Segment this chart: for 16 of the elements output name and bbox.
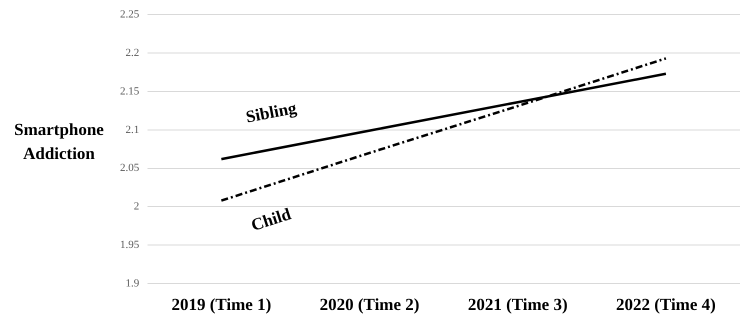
y-tick-label: 2.15 xyxy=(120,85,140,98)
y-tick-label: 2.2 xyxy=(126,46,140,59)
x-tick-label: 2022 (Time 4) xyxy=(616,295,716,314)
text: Sibling xyxy=(244,98,298,127)
text: Child xyxy=(248,204,294,235)
y-tick-label: 2 xyxy=(134,200,140,213)
x-tick-label: 2020 (Time 2) xyxy=(320,295,420,314)
line-series xyxy=(220,57,668,202)
y-tick-label: 2.25 xyxy=(120,8,140,20)
y-tick-label: 1.95 xyxy=(120,239,140,252)
y-tick-label: 2.05 xyxy=(120,162,140,174)
x-tick-label: 2021 (Time 3) xyxy=(468,295,568,314)
y-axis-title: Smartphone Addiction xyxy=(13,119,105,165)
y-tick-label: 1.9 xyxy=(126,277,140,290)
y-tick-label: 2.1 xyxy=(126,124,140,136)
x-tick-label: 2019 (Time 1) xyxy=(171,295,272,314)
